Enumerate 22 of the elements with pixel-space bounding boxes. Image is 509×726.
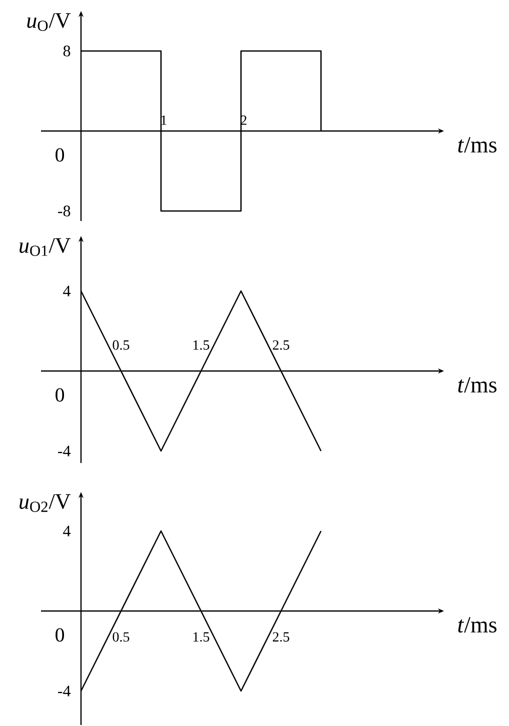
x-axis-title: t/ms [458, 137, 496, 153]
y-axis-title: u$_{O}$/V [27, 13, 71, 31]
x-axis-title: t/ms [458, 617, 496, 633]
annotation: 0 [56, 388, 64, 402]
y-axis-title: u$_{O2}$/V [20, 494, 71, 512]
x-tick-label: 1 [161, 116, 166, 125]
x-axis-title: t/ms [458, 377, 496, 393]
annotation: 0 [56, 148, 64, 162]
y-tick-label: -4 [58, 446, 71, 456]
x-tick-label: 0.5 [112, 340, 130, 350]
y-tick-label: -4 [58, 686, 71, 696]
x-tick-label: 1.5 [193, 340, 210, 350]
x-tick-label: 2.5 [272, 340, 290, 350]
x-tick-label: 0.5 [112, 632, 130, 642]
x-tick-label: 1.5 [193, 632, 210, 642]
y-tick-label: 4 [63, 526, 71, 536]
y-tick-label: 8 [63, 46, 70, 56]
y-tick-label: 4 [63, 286, 71, 296]
y-tick-label: -8 [58, 206, 70, 216]
x-tick-label: 2.5 [272, 632, 290, 642]
annotation: 0 [56, 628, 64, 642]
y-axis-title: u$_{O1}$/V [20, 238, 71, 256]
